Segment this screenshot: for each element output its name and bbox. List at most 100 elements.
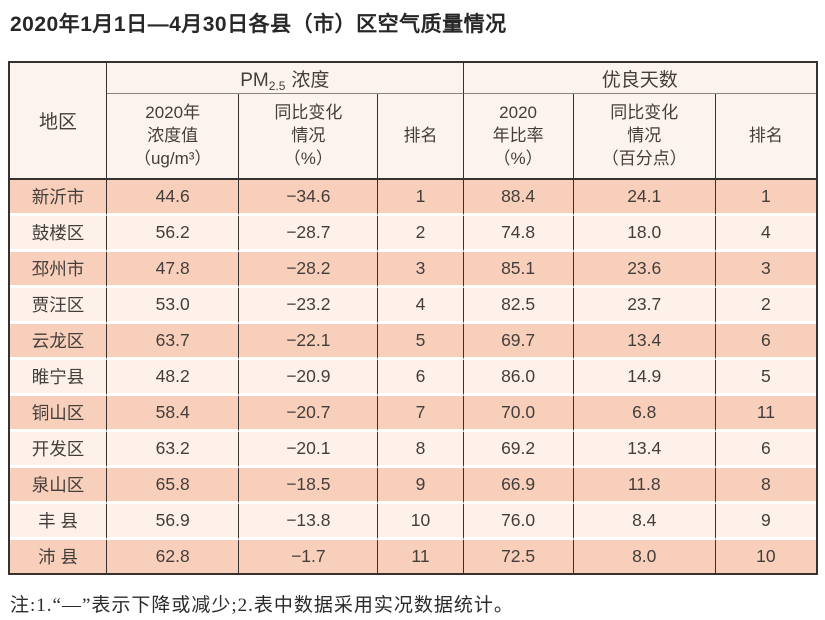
pm25-rank-cell: 11 — [378, 540, 464, 574]
table-row: 丰 县 56.9 −13.8 10 76.0 8.4 9 — [10, 504, 816, 541]
pm25-value-cell: 58.4 — [107, 396, 240, 433]
good-change-cell: 23.6 — [573, 252, 716, 289]
header-region: 地区 — [10, 63, 108, 181]
pm25-change-cell: −1.7 — [239, 540, 379, 574]
pm25-value-cell: 56.9 — [107, 504, 240, 541]
good-change-cell: 8.0 — [573, 540, 716, 574]
region-cell: 鼓楼区 — [10, 216, 108, 253]
good-change-cell: 11.8 — [573, 468, 716, 505]
pm25-value-cell: 47.8 — [107, 252, 240, 289]
header-good-ratio: 2020 年比率 （%） — [463, 94, 574, 181]
good-ratio-cell: 69.7 — [463, 324, 574, 361]
pm25-value-cell: 53.0 — [107, 288, 240, 325]
pm25-label-subscript: 2.5 — [268, 78, 286, 93]
pm25-change-cell: −23.2 — [239, 288, 379, 325]
pm25-rank-cell: 3 — [378, 252, 464, 289]
good-ratio-cell: 82.5 — [463, 288, 574, 325]
pm25-value-cell: 65.8 — [107, 468, 240, 505]
pm25-value-cell: 48.2 — [107, 360, 240, 397]
region-cell: 泉山区 — [10, 468, 108, 505]
good-ratio-cell: 74.8 — [463, 216, 574, 253]
pm25-value-cell: 62.8 — [107, 540, 240, 574]
good-rank-cell: 9 — [715, 504, 816, 541]
header-group-pm25: PM2.5 浓度 — [107, 63, 464, 95]
table-row: 邳州市 47.8 −28.2 3 85.1 23.6 3 — [10, 252, 816, 289]
region-cell: 睢宁县 — [10, 360, 108, 397]
pm25-change-cell: −13.8 — [239, 504, 379, 541]
pm25-rank-cell: 9 — [378, 468, 464, 505]
header-pm25-value: 2020年 浓度值 （ug/m³） — [107, 94, 240, 181]
good-rank-cell: 11 — [715, 396, 816, 433]
table-row: 开发区 63.2 −20.1 8 69.2 13.4 6 — [10, 432, 816, 469]
pm25-value-cell: 56.2 — [107, 216, 240, 253]
good-change-cell: 8.4 — [573, 504, 716, 541]
good-rank-cell: 5 — [715, 360, 816, 397]
air-quality-table: 地区 PM2.5 浓度 优良天数 2020年 浓度值 （ug/m³） 同比变化 情… — [8, 61, 818, 576]
header-pm25-rank: 排名 — [378, 94, 464, 181]
good-ratio-cell: 85.1 — [463, 252, 574, 289]
pm25-rank-cell: 1 — [378, 180, 464, 217]
good-ratio-cell: 70.0 — [463, 396, 574, 433]
table-row: 沛 县 62.8 −1.7 11 72.5 8.0 10 — [10, 540, 816, 574]
pm25-rank-cell: 4 — [378, 288, 464, 325]
region-cell: 沛 县 — [10, 540, 108, 574]
pm25-value-cell: 63.2 — [107, 432, 240, 469]
pm25-rank-cell: 7 — [378, 396, 464, 433]
good-ratio-cell: 88.4 — [463, 180, 574, 217]
good-ratio-cell: 72.5 — [463, 540, 574, 574]
pm25-value-cell: 63.7 — [107, 324, 240, 361]
good-rank-cell: 6 — [715, 324, 816, 361]
good-rank-cell: 1 — [715, 180, 816, 217]
pm25-change-cell: −20.9 — [239, 360, 379, 397]
page-title: 2020年1月1日—4月30日各县（市）区空气质量情况 — [10, 13, 507, 36]
region-cell: 新沂市 — [10, 180, 108, 217]
good-change-cell: 6.8 — [573, 396, 716, 433]
good-change-cell: 14.9 — [573, 360, 716, 397]
header-group-good-days: 优良天数 — [463, 63, 816, 95]
pm25-rank-cell: 8 — [378, 432, 464, 469]
pm25-change-cell: −18.5 — [239, 468, 379, 505]
pm25-change-cell: −34.6 — [239, 180, 379, 217]
table-header: 地区 PM2.5 浓度 优良天数 2020年 浓度值 （ug/m³） 同比变化 情… — [10, 63, 816, 181]
good-rank-cell: 8 — [715, 468, 816, 505]
header-good-change: 同比变化 情况 （百分点） — [573, 94, 716, 181]
pm25-rank-cell: 2 — [378, 216, 464, 253]
table-body: 新沂市 44.6 −34.6 1 88.4 24.1 1 鼓楼区 56.2 −2… — [10, 180, 816, 574]
good-change-cell: 23.7 — [573, 288, 716, 325]
good-rank-cell: 3 — [715, 252, 816, 289]
header-pm25-change: 同比变化 情况 （%） — [239, 94, 379, 181]
good-ratio-cell: 66.9 — [463, 468, 574, 505]
data-table: 地区 PM2.5 浓度 优良天数 2020年 浓度值 （ug/m³） 同比变化 情… — [10, 63, 816, 574]
region-cell: 邳州市 — [10, 252, 108, 289]
table-row: 睢宁县 48.2 −20.9 6 86.0 14.9 5 — [10, 360, 816, 397]
good-ratio-cell: 76.0 — [463, 504, 574, 541]
pm25-rank-cell: 10 — [378, 504, 464, 541]
pm25-change-cell: −28.7 — [239, 216, 379, 253]
good-change-cell: 13.4 — [573, 432, 716, 469]
good-change-cell: 24.1 — [573, 180, 716, 217]
table-row: 泉山区 65.8 −18.5 9 66.9 11.8 8 — [10, 468, 816, 505]
pm25-rank-cell: 5 — [378, 324, 464, 361]
table-row: 鼓楼区 56.2 −28.7 2 74.8 18.0 4 — [10, 216, 816, 253]
table-row: 云龙区 63.7 −22.1 5 69.7 13.4 6 — [10, 324, 816, 361]
pm25-label-prefix: PM — [240, 69, 269, 91]
good-change-cell: 18.0 — [573, 216, 716, 253]
pm25-rank-cell: 6 — [378, 360, 464, 397]
good-change-cell: 13.4 — [573, 324, 716, 361]
region-cell: 贾汪区 — [10, 288, 108, 325]
pm25-change-cell: −20.1 — [239, 432, 379, 469]
good-rank-cell: 4 — [715, 216, 816, 253]
good-ratio-cell: 86.0 — [463, 360, 574, 397]
pm25-value-cell: 44.6 — [107, 180, 240, 217]
pm25-label-suffix: 浓度 — [291, 69, 330, 91]
region-cell: 丰 县 — [10, 504, 108, 541]
good-rank-cell: 10 — [715, 540, 816, 574]
good-ratio-cell: 69.2 — [463, 432, 574, 469]
region-cell: 开发区 — [10, 432, 108, 469]
footnote: 注:1.“—”表示下降或减少;2.表中数据采用实况数据统计。 — [10, 595, 514, 617]
table-row: 铜山区 58.4 −20.7 7 70.0 6.8 11 — [10, 396, 816, 433]
good-rank-cell: 6 — [715, 432, 816, 469]
pm25-change-cell: −28.2 — [239, 252, 379, 289]
table-row: 贾汪区 53.0 −23.2 4 82.5 23.7 2 — [10, 288, 816, 325]
